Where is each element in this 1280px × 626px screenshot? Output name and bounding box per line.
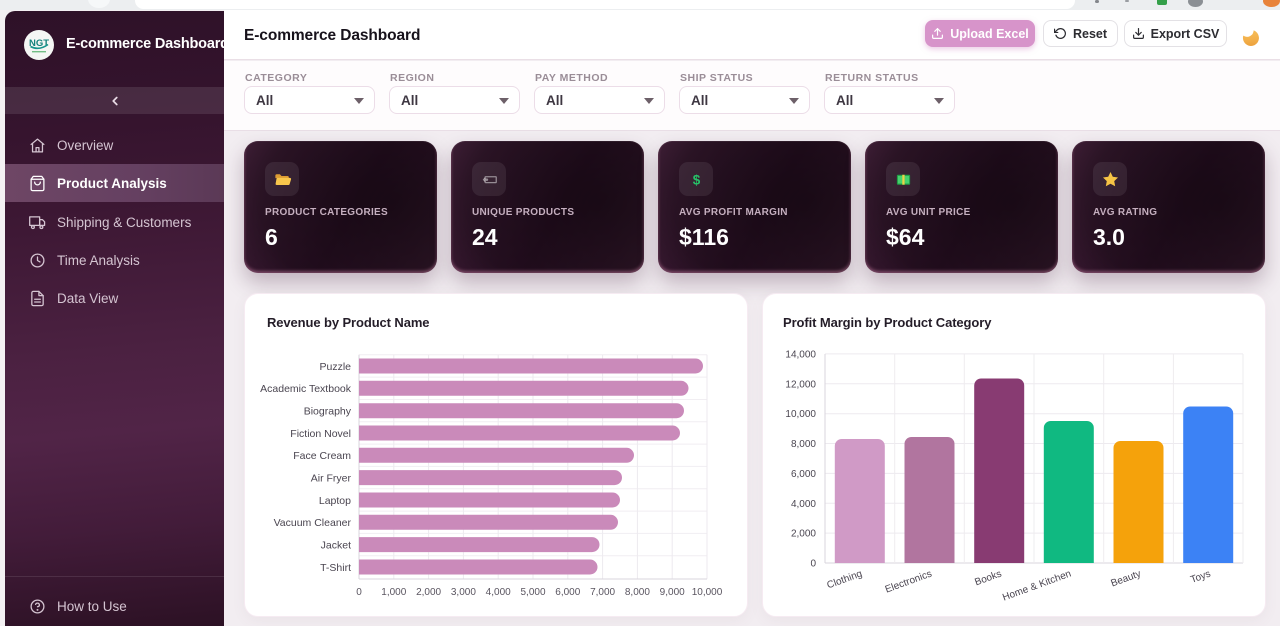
svg-text:0: 0: [810, 559, 816, 570]
svg-text:14,000: 14,000: [785, 349, 816, 360]
svg-text:Puzzle: Puzzle: [319, 361, 351, 373]
svg-text:Laptop: Laptop: [319, 495, 351, 507]
svg-text:Beauty: Beauty: [1110, 568, 1143, 589]
svg-text:10,000: 10,000: [785, 409, 816, 420]
svg-text:4,000: 4,000: [486, 587, 511, 598]
svg-text:Profit Margin by Product Categ: Profit Margin by Product Category: [783, 315, 992, 330]
svg-text:10,000: 10,000: [692, 587, 723, 598]
svg-text:Academic Textbook: Academic Textbook: [260, 383, 352, 395]
svg-text:Face Cream: Face Cream: [293, 450, 351, 462]
svg-text:5,000: 5,000: [520, 587, 545, 598]
svg-text:Vacuum Cleaner: Vacuum Cleaner: [274, 517, 352, 529]
svg-text:7,000: 7,000: [590, 587, 615, 598]
svg-text:Toys: Toys: [1189, 568, 1212, 585]
svg-text:$: $: [692, 172, 700, 187]
svg-text:1,000: 1,000: [381, 587, 406, 598]
svg-text:9,000: 9,000: [660, 587, 685, 598]
svg-text:Electronics: Electronics: [884, 568, 934, 595]
svg-text:6,000: 6,000: [555, 587, 580, 598]
svg-text:8,000: 8,000: [625, 587, 650, 598]
svg-text:0: 0: [356, 587, 362, 598]
svg-text:2,000: 2,000: [791, 529, 816, 540]
svg-text:Revenue by Product Name: Revenue by Product Name: [267, 315, 429, 330]
svg-text:Biography: Biography: [304, 406, 352, 418]
svg-text:4,000: 4,000: [791, 499, 816, 510]
svg-text:Air Fryer: Air Fryer: [311, 472, 352, 484]
svg-text:Home & Kitchen: Home & Kitchen: [1001, 568, 1073, 603]
svg-text:Books: Books: [973, 568, 1003, 588]
svg-text:Fiction Novel: Fiction Novel: [290, 428, 351, 440]
svg-text:2,000: 2,000: [416, 587, 441, 598]
svg-text:Jacket: Jacket: [321, 539, 351, 551]
svg-text:6,000: 6,000: [791, 469, 816, 480]
svg-text:8,000: 8,000: [791, 439, 816, 450]
svg-text:3,000: 3,000: [451, 587, 476, 598]
svg-text:NGT: NGT: [29, 38, 49, 49]
svg-text:Clothing: Clothing: [826, 568, 864, 591]
svg-text:12,000: 12,000: [785, 379, 816, 390]
svg-text:T-Shirt: T-Shirt: [320, 562, 351, 574]
